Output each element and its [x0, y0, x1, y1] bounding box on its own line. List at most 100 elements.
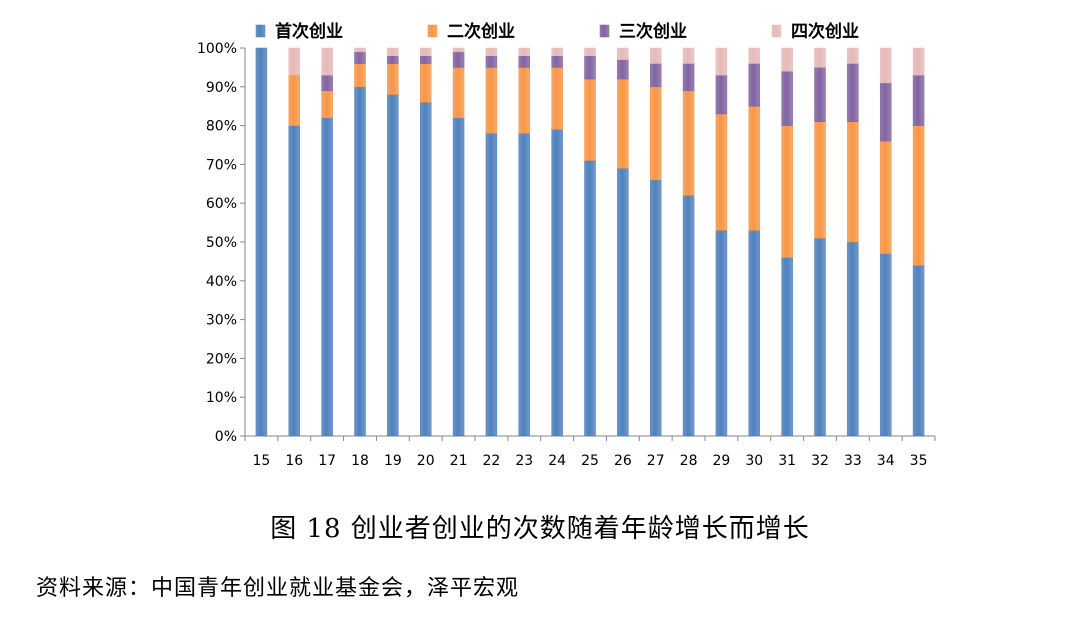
x-tick-label: 25	[581, 453, 599, 469]
y-tick-label: 10%	[206, 390, 237, 406]
bar-segment	[715, 74, 728, 115]
x-tick-label: 22	[483, 453, 501, 469]
bar-segment	[387, 94, 399, 437]
bar-segment	[518, 133, 531, 437]
y-tick-label: 100%	[197, 41, 237, 57]
bar-segment	[649, 47, 662, 64]
bar-segment	[354, 51, 366, 64]
bar-segment	[617, 168, 629, 437]
bar-segment	[288, 74, 301, 126]
bar-segment	[715, 230, 728, 437]
bar-segment	[387, 47, 399, 57]
bar-segment	[288, 47, 301, 76]
x-tick-label: 17	[318, 453, 336, 469]
x-tick-label: 31	[778, 453, 796, 469]
bar-segment	[584, 47, 596, 57]
bar-segment	[879, 47, 892, 84]
bar-segment	[682, 90, 695, 196]
x-tick-label: 34	[877, 453, 895, 469]
y-tick-label: 80%	[206, 119, 237, 135]
bar-segment	[748, 47, 761, 64]
bar-segment	[354, 86, 366, 437]
bar-segment	[551, 47, 563, 57]
bar-segment	[912, 47, 925, 76]
bar-segment	[518, 55, 531, 68]
bar-segment	[847, 63, 859, 122]
bar-segment	[551, 55, 563, 68]
x-tick-label: 27	[647, 453, 665, 469]
y-tick-label: 0%	[215, 429, 237, 445]
bar-segment	[551, 129, 563, 437]
bar-segment	[419, 55, 432, 64]
bar-segment	[321, 90, 333, 119]
legend-label: 四次创业	[791, 21, 859, 42]
y-tick-label: 40%	[206, 274, 237, 290]
x-tick-label: 16	[285, 453, 303, 469]
bar-segment	[387, 63, 399, 95]
bar-segment	[387, 55, 399, 64]
x-tick-label: 33	[844, 453, 862, 469]
bar-segment	[584, 78, 596, 161]
bar-segment	[682, 47, 695, 64]
legend-label: 首次创业	[275, 21, 343, 42]
bar-segment	[452, 47, 465, 53]
bar-segment	[485, 67, 498, 134]
x-tick-label: 30	[745, 453, 763, 469]
bar-segment	[748, 63, 761, 107]
bar-segment	[419, 63, 432, 103]
bar-segment	[748, 230, 761, 437]
x-tick-label: 21	[450, 453, 468, 469]
bar-segment	[288, 125, 301, 437]
legend-swatch	[427, 24, 438, 38]
bar-segment	[814, 47, 826, 68]
x-tick-label: 23	[515, 453, 533, 469]
x-tick-label: 28	[680, 453, 698, 469]
bar-segment	[419, 102, 432, 437]
bar-segment	[649, 63, 662, 88]
bar-segment	[847, 47, 859, 64]
x-tick-label: 19	[384, 453, 402, 469]
bar-segment	[912, 265, 925, 437]
bar-segment	[649, 86, 662, 181]
x-tick-label: 26	[614, 453, 632, 469]
bar-segment	[814, 121, 826, 239]
bar-segment	[321, 117, 333, 437]
bar-segment	[551, 67, 563, 130]
x-tick-label: 24	[548, 453, 566, 469]
bar-segment	[518, 67, 531, 134]
bar-segment	[912, 125, 925, 266]
bar-segment	[748, 105, 761, 231]
legend-swatch	[255, 24, 266, 38]
bar-segment	[321, 74, 333, 91]
bar-segment	[518, 47, 531, 57]
x-tick-label: 20	[417, 453, 435, 469]
bar-segment	[354, 63, 366, 88]
bar-segment	[715, 113, 728, 231]
bar-segment	[814, 237, 826, 437]
y-tick-label: 90%	[206, 80, 237, 96]
bar-segment	[814, 67, 826, 122]
x-tick-label: 15	[253, 453, 271, 469]
y-tick-label: 60%	[206, 196, 237, 212]
bar-segment	[321, 47, 333, 76]
legend-swatch	[771, 24, 782, 38]
stacked-bar-chart: 0% 10% 20% 30% 40% 50% 60% 70% 80% 90% 100% 15 16 17 1…	[197, 21, 936, 469]
bar-segment	[617, 47, 629, 60]
x-tick-label: 18	[351, 453, 369, 469]
bar-segment	[879, 82, 892, 142]
x-tick-label: 29	[713, 453, 731, 469]
bar-segment	[584, 160, 596, 437]
bar-segment	[452, 117, 465, 437]
bar-segment	[682, 195, 695, 437]
bar-segment	[617, 59, 629, 80]
y-tick-label: 20%	[206, 351, 237, 367]
bar-segment	[584, 55, 596, 80]
bar-segment	[781, 257, 793, 437]
bar-segment	[354, 47, 366, 53]
x-tick-label: 35	[910, 453, 928, 469]
x-tick-label: 32	[811, 453, 829, 469]
bar-segment	[682, 63, 695, 91]
bar-segment	[485, 47, 498, 57]
bar-segment	[912, 74, 925, 126]
bar-segment	[419, 47, 432, 57]
